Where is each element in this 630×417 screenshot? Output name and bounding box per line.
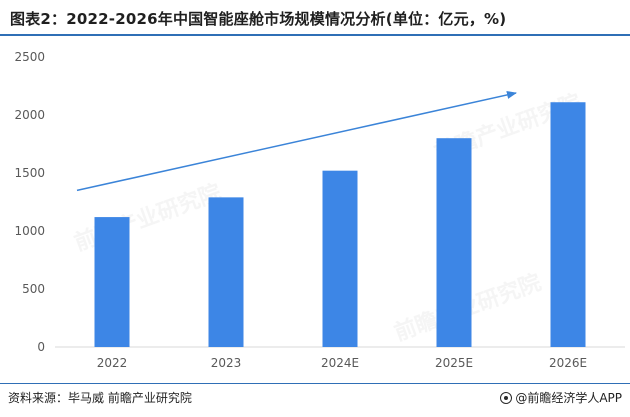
title-divider — [0, 34, 630, 36]
trend-arrow — [76, 91, 517, 192]
x-tick-label: 2023 — [211, 356, 242, 370]
bar — [208, 197, 244, 347]
y-tick-label: 2000 — [14, 108, 45, 122]
y-tick-label: 0 — [37, 340, 45, 354]
bar — [550, 102, 586, 348]
bar — [322, 170, 358, 347]
chart-title: 图表2：2022-2026年中国智能座舱市场规模情况分析(单位：亿元，%) — [10, 10, 507, 28]
y-tick-label: 500 — [22, 282, 45, 296]
y-tick-label: 1500 — [14, 166, 45, 180]
brand-label: @前瞻经济学人APP — [515, 391, 622, 405]
y-tick-label: 1000 — [14, 224, 45, 238]
brand-credit: @前瞻经济学人APP — [500, 389, 622, 406]
source-note: 资料来源：毕马威 前瞻产业研究院 — [8, 391, 192, 405]
x-tick-label: 2022 — [97, 356, 128, 370]
y-tick-label: 2500 — [14, 50, 45, 64]
x-tick-label: 2026E — [549, 356, 587, 370]
footer-divider — [0, 383, 630, 384]
bar — [94, 217, 130, 347]
bar-chart: 0 500 1000 1500 2000 2500 2022 2023 2024E 2025E 20… — [14, 50, 625, 370]
brand-logo-icon — [500, 391, 513, 404]
bar — [436, 138, 472, 347]
x-tick-label: 2024E — [321, 356, 359, 370]
x-tick-label: 2025E — [435, 356, 473, 370]
